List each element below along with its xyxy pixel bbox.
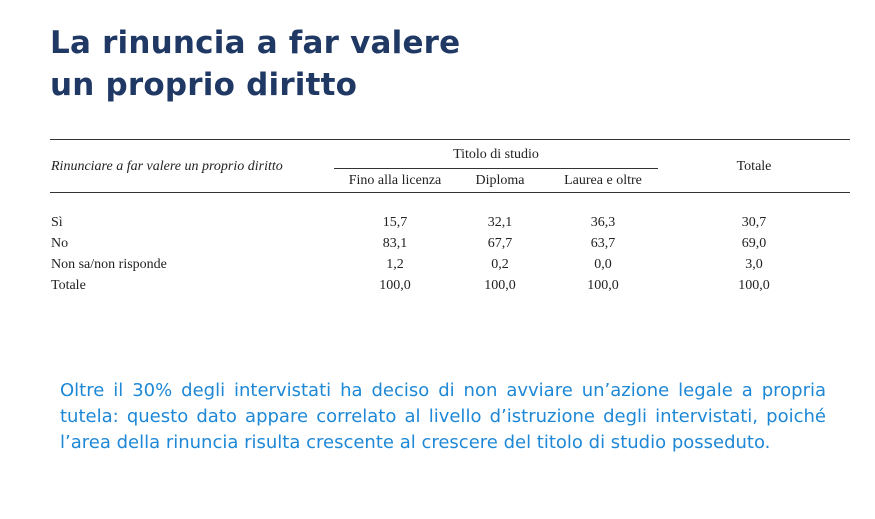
table-cell: 15,7 — [382, 215, 408, 230]
table-cell-total: 3,0 — [745, 257, 763, 272]
row-label: Totale — [51, 278, 86, 293]
table-row: Non sa/non risponde 1,2 0,2 0,0 3,0 — [50, 257, 850, 278]
table-cell-total: 30,7 — [741, 215, 767, 230]
table-cell-total: 100,0 — [738, 278, 770, 293]
table-cell: 0,0 — [594, 257, 612, 272]
column-header-fino-alla-licenza: Fino alla licenza — [348, 173, 442, 188]
group-header-label: Titolo di studio — [453, 147, 539, 162]
table-row: No 83,1 67,7 63,7 69,0 — [50, 236, 850, 257]
column-header-totale: Totale — [736, 159, 772, 174]
row-label: No — [51, 236, 69, 251]
table-body: Sì 15,7 32,1 36,3 30,7 No 83,1 67,7 63,7… — [50, 193, 850, 299]
table-row: Totale 100,0 100,0 100,0 100,0 — [50, 278, 850, 299]
table-cell: 32,1 — [487, 215, 513, 230]
data-table: Rinunciare a far valere un proprio dirit… — [50, 139, 850, 299]
table-cell-total: 69,0 — [741, 236, 767, 251]
row-label: Sì — [51, 215, 63, 230]
row-label: Non sa/non risponde — [51, 257, 167, 272]
column-header-laurea-e-oltre: Laurea e oltre — [564, 173, 642, 188]
table-cell: 100,0 — [484, 278, 516, 293]
table-cell: 36,3 — [590, 215, 616, 230]
table-cell: 67,7 — [487, 236, 513, 251]
slide-title-line-1: La rinuncia a far valere — [50, 25, 461, 61]
table-cell: 100,0 — [587, 278, 619, 293]
table-cell: 100,0 — [379, 278, 411, 293]
table-cell: 1,2 — [386, 257, 404, 272]
row-header-label: Rinunciare a far valere un proprio dirit… — [51, 159, 283, 174]
commentary-text: Oltre il 30% degli intervistati ha decis… — [60, 380, 826, 453]
table-top-rule — [50, 139, 850, 140]
table-cell: 83,1 — [382, 236, 408, 251]
table-cell: 63,7 — [590, 236, 616, 251]
table-row: Sì 15,7 32,1 36,3 30,7 — [50, 215, 850, 236]
group-header-rule — [334, 168, 658, 169]
table-header: Rinunciare a far valere un proprio dirit… — [50, 140, 850, 193]
slide-title: La rinuncia a far valere un proprio diri… — [50, 22, 460, 106]
table-cell: 0,2 — [491, 257, 509, 272]
slide-title-line-2: un proprio diritto — [50, 67, 358, 103]
column-header-diploma: Diploma — [475, 173, 525, 188]
